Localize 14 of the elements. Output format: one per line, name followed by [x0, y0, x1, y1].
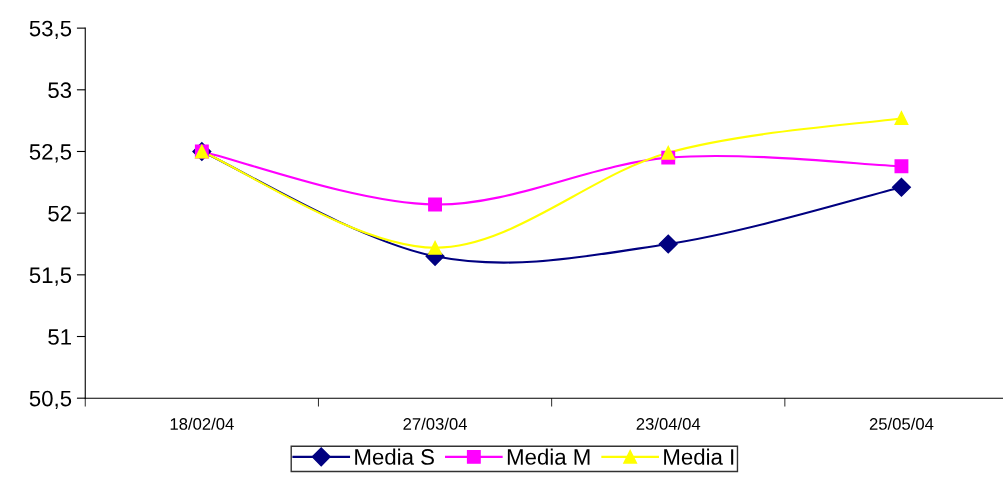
- legend-label: Media I: [664, 448, 734, 465]
- x-tick-label: 23/04/04: [636, 417, 701, 430]
- y-tick-label: 52,5: [29, 144, 72, 163]
- y-tick-label: 51: [48, 329, 71, 345]
- y-tick-label: 53: [48, 82, 72, 99]
- y-tick-label: 53,5: [29, 20, 72, 40]
- legend-label: Media M: [507, 448, 590, 465]
- x-tick-label: 18/02/04: [170, 417, 234, 430]
- y-tick-label: 52: [48, 205, 71, 222]
- x-tick-label: 25/05/04: [869, 417, 934, 430]
- y-tick-label: 50,5: [29, 390, 72, 410]
- x-tick-label: 27/03/04: [403, 417, 467, 430]
- y-tick-label: 51,5: [29, 267, 72, 286]
- legend-label: Media S: [355, 448, 434, 465]
